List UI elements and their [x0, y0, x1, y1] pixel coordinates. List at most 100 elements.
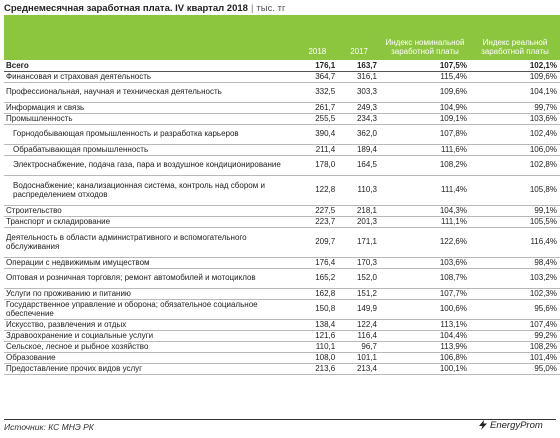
cell-real-index: 99,7%: [469, 102, 560, 114]
logo-text: EnergyProm: [490, 420, 543, 431]
cell-real-index: 104,1%: [469, 82, 560, 103]
col-header-name: [4, 15, 297, 60]
cell-2018: 211,4: [296, 144, 339, 156]
cell-real-index: 103,2%: [469, 268, 560, 289]
total-row: Всего 176,1 163,7 107,5% 102,1%: [4, 60, 560, 72]
cell-2018: 213,6: [296, 363, 339, 375]
lightning-icon: [479, 420, 487, 430]
cell-real-index: 105,5%: [469, 216, 560, 228]
cell-2017: 218,1: [338, 205, 380, 217]
table-row: Строительство 227,5 218,1 104,3% 99,1%: [4, 205, 560, 217]
table-row: Электроснабжение, подача газа, пара и во…: [4, 155, 560, 176]
cell-2018: 121,6: [296, 330, 339, 342]
cell-nominal-index: 111,1%: [379, 216, 470, 228]
table-row: Услуги по проживанию и питанию 162,8 151,2…: [4, 288, 560, 300]
table-body: Всего 176,1 163,7 107,5% 102,1% Финансовая и …: [4, 60, 560, 375]
cell-real-index: 105,8%: [469, 175, 560, 206]
table-row: Горнодобывающая промышленность и разрабо…: [4, 124, 560, 145]
cell-2018: 176,1: [296, 60, 339, 72]
cell-real-index: 109,6%: [469, 71, 560, 83]
cell-2018: 227,5: [296, 205, 339, 217]
cell-2017: 213,4: [338, 363, 380, 375]
row-name: Оптовая и розничная торговля; ремонт авт…: [4, 268, 297, 289]
cell-2018: 178,0: [296, 155, 339, 176]
table-row: Водоснабжение; канализационная система, …: [4, 175, 560, 206]
table-row: Деятельность в области административного…: [4, 227, 560, 258]
cell-nominal-index: 108,7%: [379, 268, 470, 289]
cell-real-index: 106,0%: [469, 144, 560, 156]
cell-2017: 116,4: [338, 330, 380, 342]
row-name: Деятельность в области административного…: [4, 227, 297, 258]
cell-2017: 170,3: [338, 257, 380, 269]
salary-table: 2018 2017 Индекс номинальной заработной …: [4, 15, 560, 375]
cell-2018: 261,7: [296, 102, 339, 114]
cell-nominal-index: 109,1%: [379, 113, 470, 125]
cell-nominal-index: 113,1%: [379, 319, 470, 331]
table-row: Сельское, лесное и рыбное хозяйство 110,1…: [4, 341, 560, 353]
cell-nominal-index: 113,9%: [379, 341, 470, 353]
table-row: Искусство, развлечения и отдых 138,4 122,4…: [4, 319, 560, 331]
cell-2018: 150,8: [296, 299, 339, 320]
table-row: Операции с недвижимым имуществом 176,4 170…: [4, 257, 560, 269]
cell-2018: 332,5: [296, 82, 339, 103]
page-title: Среднемесячная заработная плата. IV квар…: [4, 3, 285, 15]
row-name: Водоснабжение; канализационная система, …: [4, 175, 297, 206]
cell-2017: 151,2: [338, 288, 380, 300]
cell-real-index: 108,2%: [469, 341, 560, 353]
cell-2018: 122,8: [296, 175, 339, 206]
row-name: Искусство, развлечения и отдых: [4, 319, 297, 331]
cell-2017: 234,3: [338, 113, 380, 125]
cell-real-index: 102,1%: [469, 60, 560, 72]
cell-2017: 249,3: [338, 102, 380, 114]
cell-2018: 364,7: [296, 71, 339, 83]
cell-nominal-index: 115,4%: [379, 71, 470, 83]
cell-real-index: 102,8%: [469, 155, 560, 176]
cell-2018: 176,4: [296, 257, 339, 269]
cell-2018: 255,5: [296, 113, 339, 125]
row-name: Информация и связь: [4, 102, 297, 114]
cell-2017: 149,9: [338, 299, 380, 320]
table-row: Профессиональная, научная и техническая …: [4, 82, 560, 103]
row-name: Обрабатывающая промышленность: [4, 144, 297, 156]
title-text: Среднемесячная заработная плата. IV квар…: [4, 3, 248, 14]
cell-2017: 171,1: [338, 227, 380, 258]
cell-2018: 162,8: [296, 288, 339, 300]
cell-real-index: 99,2%: [469, 330, 560, 342]
cell-real-index: 98,4%: [469, 257, 560, 269]
cell-2018: 209,7: [296, 227, 339, 258]
row-name: Здравоохранение и социальные услуги: [4, 330, 297, 342]
cell-2018: 165,2: [296, 268, 339, 289]
table-row: Транспорт и складирование 223,7 201,3 111,1…: [4, 216, 560, 228]
row-name: Электроснабжение, подача газа, пара и во…: [4, 155, 297, 176]
col-header-real: Индекс реальной заработной платы: [469, 15, 560, 60]
cell-real-index: 102,3%: [469, 288, 560, 300]
cell-2017: 164,5: [338, 155, 380, 176]
col-header-2018: 2018: [296, 15, 339, 60]
row-name: Услуги по проживанию и питанию: [4, 288, 297, 300]
source-note: Источник: КС МНЭ РК: [4, 422, 94, 432]
col-header-nominal: Индекс номинальной заработной платы: [379, 15, 470, 60]
row-name: Операции с недвижимым имуществом: [4, 257, 297, 269]
cell-real-index: 99,1%: [469, 205, 560, 217]
table-row: Обрабатывающая промышленность 211,4 189,4 1…: [4, 144, 560, 156]
cell-2017: 152,0: [338, 268, 380, 289]
cell-nominal-index: 109,6%: [379, 82, 470, 103]
cell-nominal-index: 111,4%: [379, 175, 470, 206]
cell-2018: 223,7: [296, 216, 339, 228]
table-row: Образование 108,0 101,1 106,8% 101,4%: [4, 352, 560, 364]
cell-2017: 110,3: [338, 175, 380, 206]
col-header-2017: 2017: [338, 15, 380, 60]
cell-nominal-index: 108,2%: [379, 155, 470, 176]
brand-logo: EnergyProm: [478, 420, 543, 431]
cell-nominal-index: 104,9%: [379, 102, 470, 114]
cell-nominal-index: 100,6%: [379, 299, 470, 320]
cell-real-index: 95,6%: [469, 299, 560, 320]
cell-nominal-index: 122,6%: [379, 227, 470, 258]
row-name: Промышленность: [4, 113, 297, 125]
row-name: Сельское, лесное и рыбное хозяйство: [4, 341, 297, 353]
cell-nominal-index: 103,6%: [379, 257, 470, 269]
cell-nominal-index: 104,4%: [379, 330, 470, 342]
row-name: Горнодобывающая промышленность и разрабо…: [4, 124, 297, 145]
cell-2017: 189,4: [338, 144, 380, 156]
cell-2018: 390,4: [296, 124, 339, 145]
